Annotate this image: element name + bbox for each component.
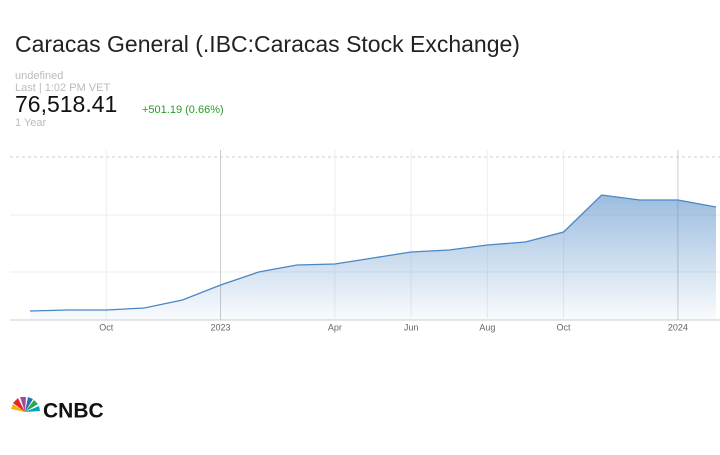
logo-text: CNBC — [43, 400, 104, 423]
range: 1 Year — [15, 117, 47, 129]
last-time: Last | 1:02 PM VET — [15, 82, 110, 94]
line — [29, 194, 717, 312]
logo: CNBC — [11, 397, 104, 423]
x-tick-label: Oct — [557, 322, 572, 332]
x-tick-label: 2023 — [211, 322, 231, 332]
x-tick-label: Aug — [479, 322, 495, 332]
change: +501.19 (0.66%) — [142, 104, 224, 116]
x-tick-label: Oct — [99, 322, 114, 332]
chart-title: Caracas General (.IBC:Caracas Stock Exch… — [15, 31, 520, 57]
area — [30, 195, 716, 320]
x-tick-label: 2024 — [668, 322, 688, 332]
status: undefined — [15, 70, 63, 82]
price: 76,518.41 — [15, 91, 117, 117]
x-tick-label: Jun — [404, 322, 419, 332]
x-tick-label: Apr — [328, 322, 342, 332]
